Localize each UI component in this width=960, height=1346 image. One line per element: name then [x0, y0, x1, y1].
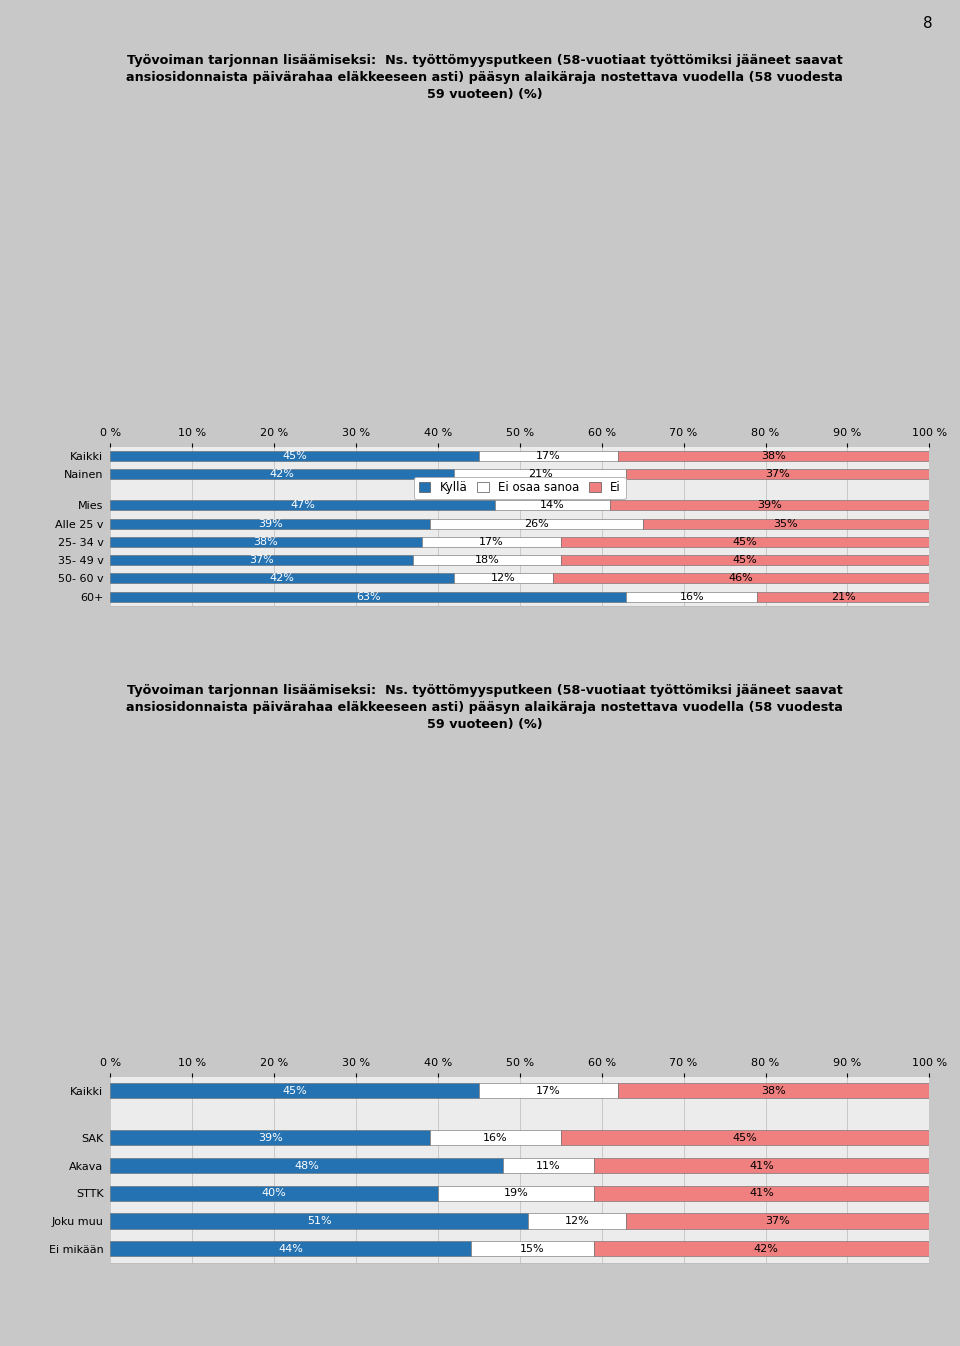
Text: 63%: 63%: [356, 592, 381, 602]
Bar: [110, 1186, 438, 1201]
Text: 16%: 16%: [483, 1133, 508, 1143]
Bar: [454, 470, 626, 479]
Bar: [618, 1084, 929, 1098]
Text: 41%: 41%: [749, 1160, 774, 1171]
Text: 37%: 37%: [765, 470, 790, 479]
Bar: [618, 451, 929, 462]
Bar: [593, 1186, 929, 1201]
Text: 51%: 51%: [307, 1215, 331, 1226]
Text: 37%: 37%: [765, 1215, 790, 1226]
Bar: [757, 591, 929, 602]
Bar: [430, 518, 642, 529]
Text: 47%: 47%: [290, 501, 315, 510]
Bar: [110, 501, 495, 510]
Text: 45%: 45%: [282, 451, 307, 460]
Text: 39%: 39%: [757, 501, 782, 510]
Text: 21%: 21%: [528, 470, 553, 479]
Text: 15%: 15%: [519, 1244, 544, 1253]
Text: 8: 8: [924, 16, 933, 31]
Text: 12%: 12%: [492, 573, 516, 583]
Text: Työvoiman tarjonnan lisäämiseksi:  Ns. työttömyysputkeen (58-vuotiaat työttömiks: Työvoiman tarjonnan lisäämiseksi: Ns. ty…: [127, 54, 843, 101]
Text: 42%: 42%: [753, 1244, 778, 1253]
Text: 11%: 11%: [537, 1160, 561, 1171]
Bar: [430, 1131, 561, 1145]
Bar: [421, 537, 561, 546]
Bar: [414, 555, 561, 565]
Text: 45%: 45%: [732, 537, 757, 546]
Bar: [561, 1131, 929, 1145]
Text: 39%: 39%: [257, 1133, 282, 1143]
Bar: [626, 591, 757, 602]
Bar: [110, 470, 454, 479]
Bar: [110, 573, 454, 583]
Bar: [110, 555, 414, 565]
Text: 38%: 38%: [253, 537, 278, 546]
Bar: [626, 470, 929, 479]
Bar: [110, 1131, 430, 1145]
Bar: [561, 555, 929, 565]
Text: 38%: 38%: [761, 451, 786, 460]
Bar: [626, 1213, 929, 1229]
Text: 38%: 38%: [761, 1086, 786, 1096]
Bar: [561, 537, 929, 546]
Bar: [479, 1084, 618, 1098]
Bar: [110, 537, 421, 546]
Text: 48%: 48%: [295, 1160, 320, 1171]
Text: 41%: 41%: [749, 1189, 774, 1198]
Text: 44%: 44%: [278, 1244, 303, 1253]
Text: 17%: 17%: [536, 1086, 561, 1096]
Text: 19%: 19%: [503, 1189, 528, 1198]
Bar: [470, 1241, 593, 1256]
Bar: [503, 1158, 593, 1174]
Text: 35%: 35%: [774, 518, 799, 529]
Text: 42%: 42%: [270, 573, 295, 583]
Legend: Kyllä, Ei osaa sanoa, Ei: Kyllä, Ei osaa sanoa, Ei: [414, 476, 626, 499]
Text: Työvoiman tarjonnan lisäämiseksi:  Ns. työttömyysputkeen (58-vuotiaat työttömiks: Työvoiman tarjonnan lisäämiseksi: Ns. ty…: [127, 684, 843, 731]
Text: 14%: 14%: [540, 501, 565, 510]
Text: 46%: 46%: [729, 573, 754, 583]
Bar: [110, 1158, 503, 1174]
Text: 39%: 39%: [257, 518, 282, 529]
Text: 17%: 17%: [536, 451, 561, 460]
Text: 12%: 12%: [564, 1215, 589, 1226]
Bar: [495, 501, 610, 510]
Text: 45%: 45%: [282, 1086, 307, 1096]
Text: 16%: 16%: [680, 592, 704, 602]
Bar: [610, 501, 929, 510]
Bar: [528, 1213, 626, 1229]
Bar: [110, 1084, 479, 1098]
Bar: [110, 591, 626, 602]
Bar: [642, 518, 929, 529]
Text: 21%: 21%: [831, 592, 855, 602]
Text: 40%: 40%: [262, 1189, 286, 1198]
Text: 42%: 42%: [270, 470, 295, 479]
Text: 26%: 26%: [524, 518, 548, 529]
Bar: [454, 573, 553, 583]
Bar: [593, 1241, 938, 1256]
Text: 45%: 45%: [732, 555, 757, 565]
Bar: [110, 1213, 528, 1229]
Bar: [110, 518, 430, 529]
Text: 17%: 17%: [479, 537, 504, 546]
Bar: [593, 1158, 929, 1174]
Bar: [110, 1241, 470, 1256]
Text: 45%: 45%: [732, 1133, 757, 1143]
Bar: [553, 573, 929, 583]
Text: 37%: 37%: [250, 555, 275, 565]
Text: 18%: 18%: [474, 555, 499, 565]
Bar: [110, 451, 479, 462]
Bar: [438, 1186, 593, 1201]
Bar: [479, 451, 618, 462]
